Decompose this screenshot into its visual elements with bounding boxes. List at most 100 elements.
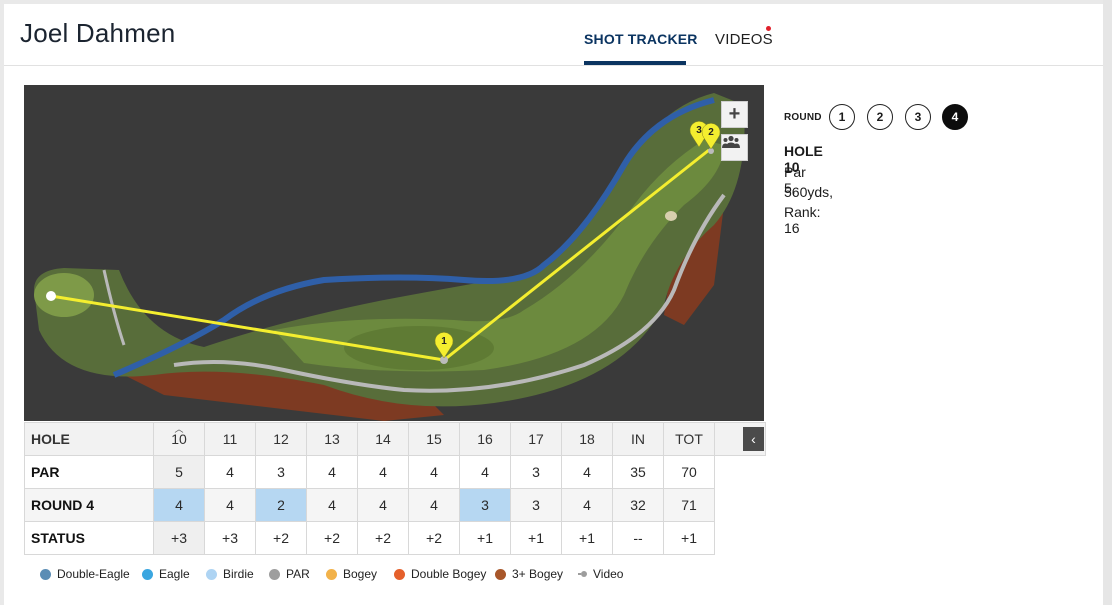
hole-title: HOLE 10 xyxy=(784,143,823,175)
in-header-cell: IN xyxy=(612,422,664,456)
round-1-button[interactable]: 1 xyxy=(829,104,855,130)
hole-10-cell[interactable]: ︿ 10 xyxy=(153,422,205,456)
score-cell: 4 xyxy=(357,488,409,522)
status-cell: +2 xyxy=(408,521,460,555)
par-tot-cell: 70 xyxy=(663,455,715,489)
shot-tracker-card: Joel Dahmen SHOT TRACKER VIDEOS xyxy=(4,4,1103,605)
status-cell: +2 xyxy=(255,521,307,555)
spacer-cell xyxy=(715,522,766,555)
scorecard: HOLE ︿ 10 11 12 13 14 15 16 17 18 IN TOT… xyxy=(24,422,766,555)
tab-videos[interactable]: VIDEOS xyxy=(715,31,773,48)
active-tab-indicator xyxy=(584,61,686,65)
hole-cell[interactable]: 13 xyxy=(306,422,358,456)
group-view-button[interactable] xyxy=(721,134,748,161)
par-cell: 3 xyxy=(255,455,307,489)
header: Joel Dahmen SHOT TRACKER VIDEOS xyxy=(4,4,1103,66)
status-cell: +1 xyxy=(510,521,562,555)
legend-label: Video xyxy=(593,567,624,581)
fairway xyxy=(274,140,724,372)
par-cell: 5 xyxy=(153,455,205,489)
tee-area xyxy=(34,273,94,317)
legend-label: Double-Eagle xyxy=(57,567,130,581)
round-4-button[interactable]: 4 xyxy=(942,104,968,130)
hole-cell[interactable]: 17 xyxy=(510,422,562,456)
row-label: ROUND 4 xyxy=(24,488,154,522)
score-cell: 2 xyxy=(255,488,307,522)
row-label: HOLE xyxy=(24,422,154,456)
legend-label: Eagle xyxy=(159,567,190,581)
hole-cell[interactable]: 14 xyxy=(357,422,409,456)
round-3-button[interactable]: 3 xyxy=(905,104,931,130)
chevron-left-icon: ‹ xyxy=(751,431,756,447)
par-cell: 4 xyxy=(408,455,460,489)
score-in-cell: 32 xyxy=(612,488,664,522)
score-cell: 4 xyxy=(561,488,613,522)
caret-up-icon: ︿ xyxy=(174,424,184,434)
cart-path xyxy=(173,193,726,393)
hole-cell[interactable]: 12 xyxy=(255,422,307,456)
legend-label: Birdie xyxy=(223,567,254,581)
eagle-swatch xyxy=(142,568,153,580)
hole-map[interactable]: 1 3 2 + xyxy=(24,85,764,421)
collapse-scorecard-button[interactable]: ‹ xyxy=(743,427,764,451)
status-tot-cell: +1 xyxy=(663,521,715,555)
fairway-landing xyxy=(344,326,494,370)
round-2-button[interactable]: 2 xyxy=(867,104,893,130)
double-bogey-swatch xyxy=(394,568,405,580)
par-cell: 3 xyxy=(510,455,562,489)
status-cell: +2 xyxy=(357,521,409,555)
legend-item-birdie: Birdie xyxy=(206,567,254,581)
par-cell: 4 xyxy=(306,455,358,489)
bogey-swatch xyxy=(326,568,337,580)
hole-rank: Rank: 16 xyxy=(784,204,821,236)
player-name: Joel Dahmen xyxy=(20,18,176,48)
bunker xyxy=(665,211,677,221)
scorecard-header-row: HOLE ︿ 10 11 12 13 14 15 16 17 18 IN TOT… xyxy=(24,422,766,456)
hole-cell[interactable]: 15 xyxy=(408,422,460,456)
tab-shot-tracker[interactable]: SHOT TRACKER xyxy=(584,31,698,47)
tot-header-cell: TOT xyxy=(663,422,715,456)
score-cell: 3 xyxy=(459,488,511,522)
shot-marker-1[interactable]: 1 xyxy=(434,332,454,364)
score-cell: 3 xyxy=(510,488,562,522)
status-in-cell: -- xyxy=(612,521,664,555)
status-cell: +1 xyxy=(561,521,613,555)
par-cell: 4 xyxy=(204,455,256,489)
score-cell: 4 xyxy=(408,488,460,522)
legend-label: PAR xyxy=(286,567,310,581)
status-cell: +1 xyxy=(459,521,511,555)
collapse-cell: ‹ xyxy=(714,422,766,456)
legend-item-par: PAR xyxy=(269,567,310,581)
par-in-cell: 35 xyxy=(612,455,664,489)
par-swatch xyxy=(269,568,280,580)
hole-cell[interactable]: 16 xyxy=(459,422,511,456)
hole-cell[interactable]: 18 xyxy=(561,422,613,456)
notification-dot xyxy=(766,26,771,31)
status-cell: +2 xyxy=(306,521,358,555)
page-edge xyxy=(1103,0,1112,605)
hole-number: 10 xyxy=(171,431,187,447)
score-cell: 4 xyxy=(204,488,256,522)
legend-label: 3+ Bogey xyxy=(512,567,564,581)
legend-item-eagle: Eagle xyxy=(142,567,190,581)
legend-label: Bogey xyxy=(343,567,378,581)
row-label: STATUS xyxy=(24,521,154,555)
par-cell: 4 xyxy=(561,455,613,489)
zoom-in-button[interactable]: + xyxy=(721,101,748,128)
shot-marker-label: 2 xyxy=(708,127,714,138)
video-icon xyxy=(578,571,587,577)
cart-path xyxy=(102,269,126,346)
row-label: PAR xyxy=(24,455,154,489)
water-hazard xyxy=(112,97,715,378)
group-icon xyxy=(722,135,740,148)
shot-marker-2[interactable]: 2 xyxy=(701,123,721,154)
legend-label: Double Bogey xyxy=(411,567,487,581)
shot-marker-label: 1 xyxy=(441,336,447,347)
triple-bogey-swatch xyxy=(495,568,506,580)
hole-cell[interactable]: 11 xyxy=(204,422,256,456)
spacer-cell xyxy=(714,488,766,522)
par-row: PAR 5 4 3 4 4 4 4 3 4 35 70 xyxy=(24,455,766,489)
legend-item-3plus-bogey: 3+ Bogey xyxy=(495,567,563,581)
score-cell: 4 xyxy=(153,488,205,522)
score-cell: 4 xyxy=(306,488,358,522)
